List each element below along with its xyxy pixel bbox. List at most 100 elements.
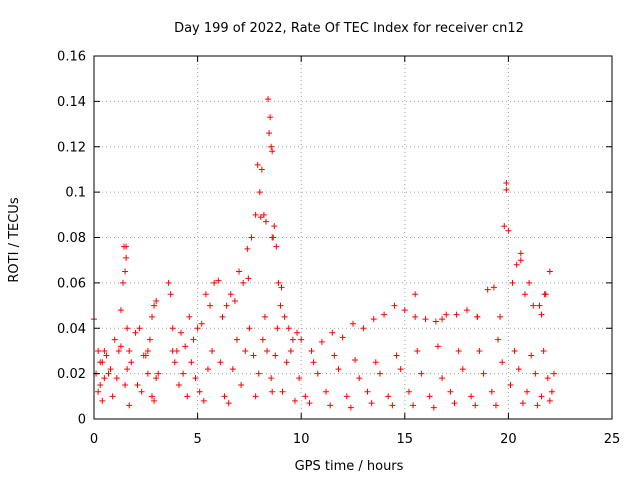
data-point <box>532 370 539 377</box>
y-tick-label: 0.12 <box>57 140 86 155</box>
data-point <box>393 352 400 359</box>
data-point <box>261 313 268 320</box>
data-point <box>524 388 531 395</box>
data-point <box>513 261 520 268</box>
y-tick-label: 0.02 <box>57 367 86 382</box>
data-point <box>347 404 354 411</box>
data-point <box>126 347 133 354</box>
data-point <box>294 329 301 336</box>
data-point <box>306 400 313 407</box>
data-point <box>310 359 317 366</box>
chart-title: Day 199 of 2022, Rate Of TEC Index for r… <box>174 21 524 36</box>
data-point <box>289 336 296 343</box>
data-point <box>245 275 252 282</box>
data-point <box>439 375 446 382</box>
data-point <box>254 161 261 168</box>
data-point <box>495 336 502 343</box>
data-point <box>149 393 156 400</box>
data-point <box>258 166 265 173</box>
data-point <box>233 336 240 343</box>
data-point <box>151 397 158 404</box>
data-point <box>488 388 495 395</box>
data-point <box>155 370 162 377</box>
data-point <box>255 370 262 377</box>
data-point <box>451 400 458 407</box>
data-point <box>117 307 124 314</box>
data-point <box>184 393 191 400</box>
data-point <box>268 143 275 150</box>
data-point <box>136 325 143 332</box>
data-point <box>484 286 491 293</box>
data-point <box>165 279 172 286</box>
data-point <box>103 352 110 359</box>
data-point <box>262 218 269 225</box>
data-point <box>111 336 118 343</box>
data-point <box>238 381 245 388</box>
data-point <box>526 279 533 286</box>
data-point <box>113 375 120 382</box>
data-point <box>144 370 151 377</box>
data-point <box>182 343 189 350</box>
data-point <box>281 313 288 320</box>
data-point <box>194 325 201 332</box>
data-point <box>414 347 421 354</box>
data-point <box>401 307 408 314</box>
data-point <box>550 370 557 377</box>
data-point <box>192 375 199 382</box>
data-point <box>517 250 524 257</box>
data-point <box>476 347 483 354</box>
data-point <box>443 311 450 318</box>
y-tick-label: 0.1 <box>65 186 86 201</box>
data-point <box>204 366 211 373</box>
data-point <box>511 347 518 354</box>
data-point <box>266 130 273 137</box>
data-point <box>418 370 425 377</box>
data-point <box>117 343 124 350</box>
data-point <box>223 302 230 309</box>
data-point <box>107 366 114 373</box>
data-point <box>126 402 133 409</box>
x-tick-label: 0 <box>90 432 98 447</box>
data-point <box>391 302 398 309</box>
data-point <box>521 291 528 298</box>
data-point <box>269 388 276 395</box>
data-point <box>298 336 305 343</box>
data-point <box>211 279 218 286</box>
data-point <box>248 234 255 241</box>
data-point <box>242 347 249 354</box>
data-point <box>144 347 151 354</box>
data-point <box>109 393 116 400</box>
data-point <box>530 302 537 309</box>
data-point <box>101 347 108 354</box>
data-point <box>517 257 524 264</box>
data-point <box>314 370 321 377</box>
data-point <box>472 402 479 409</box>
data-point <box>95 347 102 354</box>
data-point <box>430 404 437 411</box>
data-point <box>142 352 149 359</box>
data-point <box>169 347 176 354</box>
data-point <box>123 254 130 261</box>
data-point <box>327 402 334 409</box>
data-point <box>124 366 131 373</box>
data-point <box>376 370 383 377</box>
data-point <box>153 375 160 382</box>
data-point <box>455 347 462 354</box>
data-point <box>259 336 266 343</box>
data-point <box>540 347 547 354</box>
data-point <box>122 381 129 388</box>
data-point <box>209 347 216 354</box>
data-point <box>426 393 433 400</box>
data-point <box>412 291 419 298</box>
data-point <box>497 313 504 320</box>
data-point <box>153 298 160 305</box>
data-point <box>250 352 257 359</box>
y-tick-label: 0.16 <box>57 50 86 65</box>
data-point <box>412 313 419 320</box>
data-point <box>528 352 535 359</box>
data-point <box>397 366 404 373</box>
data-point <box>260 211 267 218</box>
data-point <box>439 316 446 323</box>
data-point <box>256 189 263 196</box>
